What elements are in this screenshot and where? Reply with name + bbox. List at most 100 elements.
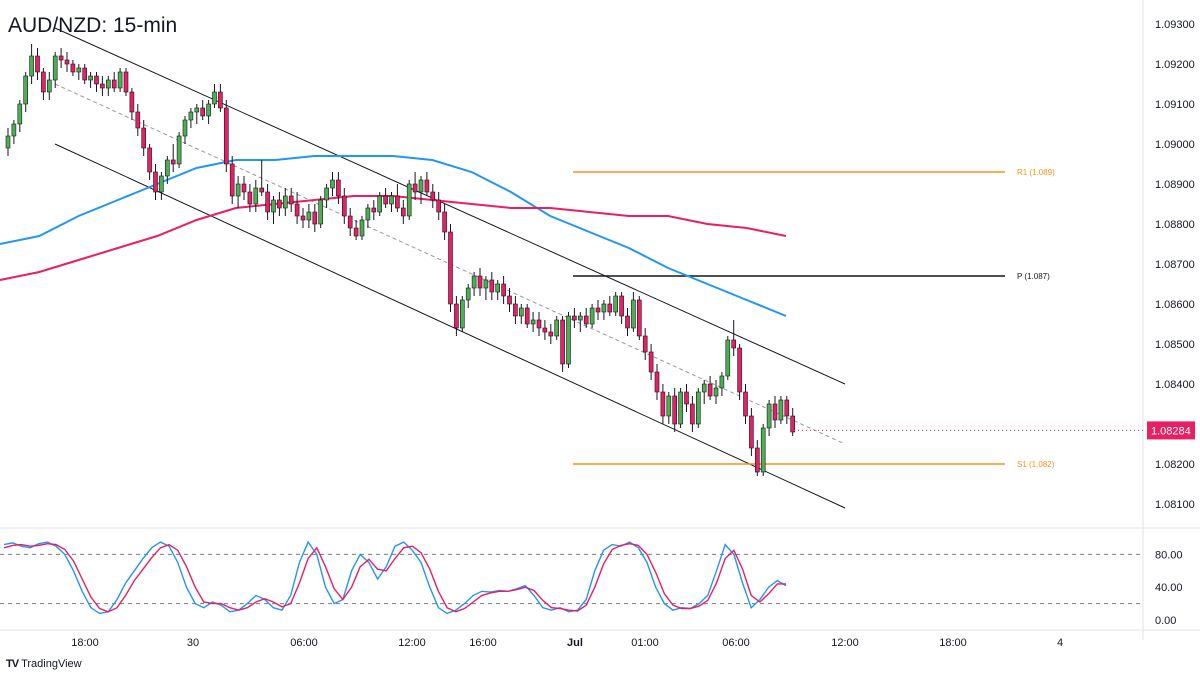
candle-body [619,295,624,317]
candle [719,372,725,396]
candle [247,184,253,212]
candle [766,400,772,436]
time-tick-label: 4 [1057,637,1063,649]
candle [731,320,737,356]
candle-body [583,315,589,325]
candle [743,384,748,424]
candle [672,388,678,432]
candle [176,132,182,168]
candle [513,296,518,324]
price-tick-label: 1.08800 [1155,219,1195,231]
candle-body [383,195,388,205]
last-price-badge [1147,421,1195,440]
candle [76,64,82,80]
candle [566,312,571,368]
candle [64,52,70,72]
candle-body [406,183,412,217]
tradingview-brand[interactable]: TV TradingView [6,658,82,670]
candle-body [707,383,713,397]
candle-body [224,107,229,165]
price-axis: 1.09300 1.09200 1.09100 1.09000 1.08900 1.088… [1155,19,1195,511]
candle [631,292,636,332]
candle-body [82,67,87,81]
candle-body [701,383,707,393]
candle [135,104,141,136]
candle-body [654,371,660,393]
time-tick-label: 30 [187,637,199,649]
price-tick-label: 1.08900 [1155,179,1195,191]
candle-body [235,183,241,197]
candle-body [324,187,329,201]
candle-body [766,403,772,429]
candle-body [94,75,99,85]
candle-body [454,303,459,329]
candle [17,100,23,132]
candle [619,292,624,324]
candle-body [424,179,430,193]
candle [507,288,512,312]
candle-body [548,331,554,337]
candle-body [318,199,324,225]
sma-fast-line [0,155,787,317]
candle-body [359,219,365,237]
candle-body [542,327,548,333]
candle-body [88,75,93,81]
candle-body [395,195,400,209]
candle-body [265,191,270,213]
candle-body [572,315,577,321]
stoch-k-line [3,540,787,615]
candle [418,176,424,204]
time-tick-label: 18:00 [71,637,99,649]
price-tick-label: 1.08600 [1155,299,1195,311]
candle [165,156,170,184]
candle [383,188,388,208]
candle [377,192,383,216]
candle-body [501,283,506,297]
candle-body [159,175,164,193]
level-label-r1: R1 (1.089) [1017,168,1055,177]
candle-body [365,207,371,221]
price-tick-label: 1.09200 [1155,59,1195,71]
candle [654,364,660,400]
candle [737,344,742,400]
candle-body [11,123,17,137]
candle [341,188,347,224]
candle [41,68,46,100]
candle [448,224,453,312]
candle [312,204,318,232]
candle-body [277,199,282,209]
candle [790,408,796,436]
candle [282,188,288,216]
price-tick-label: 1.08500 [1155,339,1195,351]
candle [642,328,648,360]
candle [577,312,583,332]
candle [530,312,536,332]
tradingview-logo-icon: TV [6,658,19,670]
candle-body [206,103,211,117]
candle-body [436,199,442,213]
candle [300,208,306,228]
candle [11,120,17,144]
candle-body [489,279,495,293]
candle [406,180,412,220]
candle [436,192,442,220]
candle-body [306,211,312,221]
candle [229,156,235,204]
candle [23,72,29,112]
candle [636,296,642,340]
price-tick-label: 1.08700 [1155,259,1195,271]
time-tick-label: 18:00 [939,637,967,649]
candle [111,72,117,92]
candle [123,68,129,96]
candle-body [153,171,158,193]
candle-body [666,395,672,417]
candle-body [631,299,636,329]
candle [518,304,524,324]
candle-body [719,375,725,389]
candle-body [58,55,64,61]
candle [483,276,489,300]
candle [241,176,247,200]
candle-body [507,295,512,305]
candle-body [5,135,11,149]
